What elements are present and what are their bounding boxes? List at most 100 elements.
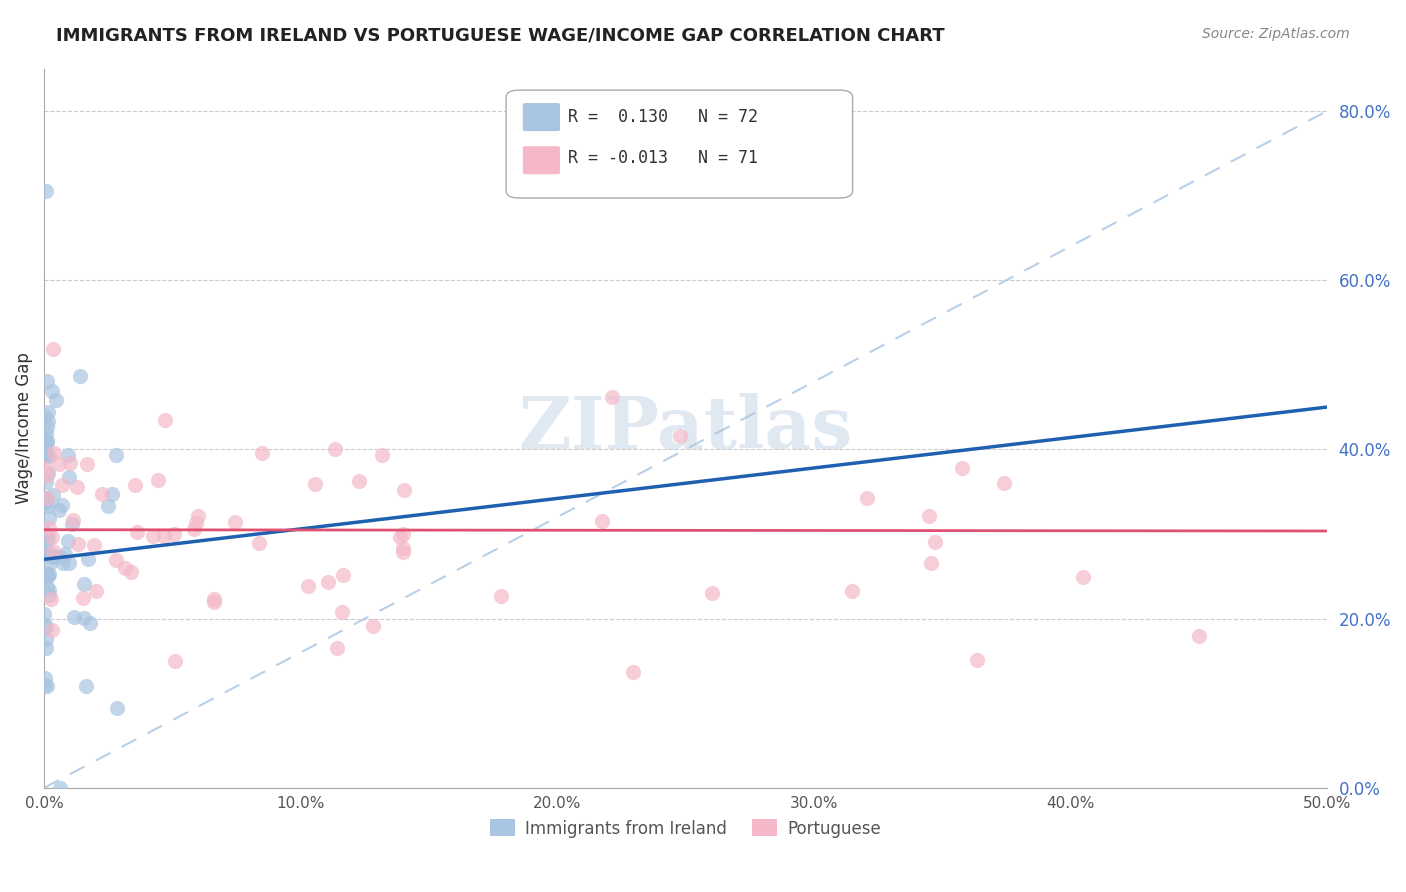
Point	[35, 427, 58, 442]
Point	[37, 435, 59, 450]
Point	[34, 678, 56, 692]
Point	[37, 414, 59, 428]
Point	[51, 477, 73, 491]
Point	[32, 545, 55, 559]
Point	[37, 467, 59, 481]
Point	[142, 529, 165, 543]
Point	[42, 343, 65, 357]
Point	[34, 607, 56, 621]
Point	[37, 491, 59, 505]
Point	[993, 475, 1015, 490]
Point	[34, 435, 56, 450]
Point	[41, 530, 63, 544]
Point	[37, 580, 59, 594]
Point	[67, 537, 90, 551]
Point	[58, 557, 80, 571]
Point	[35, 494, 58, 508]
FancyBboxPatch shape	[523, 146, 560, 174]
Point	[56, 449, 79, 463]
Text: Source: ZipAtlas.com: Source: ZipAtlas.com	[1202, 27, 1350, 41]
Point	[35, 526, 58, 541]
Point	[58, 470, 80, 484]
Point	[148, 473, 170, 487]
FancyBboxPatch shape	[523, 103, 560, 131]
Point	[392, 483, 415, 498]
Point	[183, 522, 205, 536]
Point	[920, 556, 942, 570]
Point	[34, 617, 56, 632]
Point	[97, 499, 120, 513]
Point	[37, 568, 59, 582]
Point	[86, 584, 108, 599]
Point	[35, 619, 58, 633]
Point	[187, 509, 209, 524]
Point	[34, 524, 56, 539]
Y-axis label: Wage/Income Gap: Wage/Income Gap	[15, 352, 32, 504]
Point	[51, 498, 73, 512]
Point	[42, 445, 65, 459]
Point	[668, 429, 690, 443]
Point	[316, 575, 339, 590]
Point	[361, 619, 384, 633]
Point	[39, 556, 62, 570]
Point	[591, 514, 613, 528]
Point	[249, 535, 271, 549]
Point	[59, 457, 82, 471]
Point	[152, 528, 174, 542]
Point	[76, 679, 98, 693]
Point	[332, 567, 354, 582]
Point	[392, 545, 415, 559]
Point	[37, 405, 59, 419]
Point	[34, 461, 56, 475]
Point	[34, 548, 56, 562]
Point	[34, 442, 56, 456]
Point	[49, 780, 72, 795]
Point	[101, 487, 124, 501]
Point	[918, 508, 941, 523]
Point	[37, 434, 59, 448]
Point	[37, 500, 59, 514]
Point	[104, 448, 127, 462]
Point	[163, 527, 186, 541]
Point	[37, 679, 59, 693]
Point	[1071, 570, 1094, 584]
Point	[202, 595, 225, 609]
Point	[347, 474, 370, 488]
Point	[79, 616, 101, 631]
Point	[34, 671, 56, 685]
Point	[35, 568, 58, 582]
Point	[34, 445, 56, 459]
Point	[77, 552, 100, 566]
Point	[34, 492, 56, 507]
Point	[34, 184, 56, 198]
Point	[297, 579, 319, 593]
Point	[924, 535, 946, 549]
Point	[330, 605, 353, 619]
Point	[34, 475, 56, 490]
Point	[37, 467, 59, 482]
Point	[114, 561, 136, 575]
Point	[250, 446, 273, 460]
Point	[855, 491, 877, 506]
Point	[42, 488, 65, 502]
Point	[35, 420, 58, 434]
Point	[600, 390, 623, 404]
Point	[125, 524, 148, 539]
Point	[34, 632, 56, 646]
Point	[621, 665, 644, 680]
Point	[38, 583, 60, 598]
Point	[48, 457, 70, 471]
Point	[66, 480, 89, 494]
Point	[38, 450, 60, 464]
Point	[41, 549, 63, 564]
Point	[52, 556, 75, 570]
Point	[38, 511, 60, 525]
Point	[702, 585, 724, 599]
Point	[49, 549, 72, 564]
Point	[39, 592, 62, 607]
Point	[202, 592, 225, 607]
Point	[38, 521, 60, 535]
Point	[45, 392, 67, 407]
Point	[35, 491, 58, 506]
Point	[41, 623, 63, 637]
